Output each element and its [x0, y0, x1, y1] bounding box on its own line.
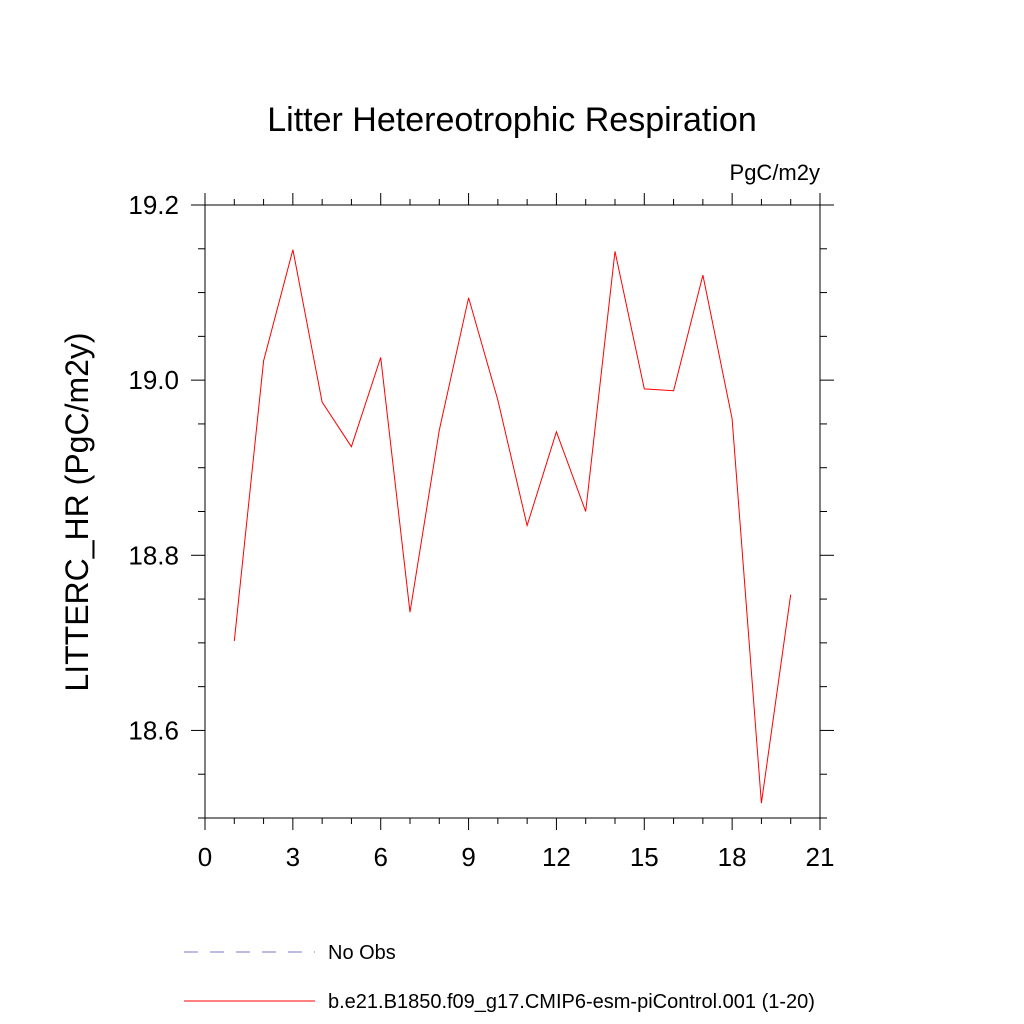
axis-ticks: 0 3 6 9 12 15 18 21 18.6 18.8 19.0 19.2	[128, 190, 834, 872]
units-label: PgC/m2y	[730, 160, 820, 185]
y-tick-label: 19.0	[128, 365, 179, 395]
plot-series	[233, 249, 792, 804]
y-tick-label: 19.2	[128, 190, 179, 220]
legend-label: b.e21.B1850.f09_g17.CMIP6-esm-piControl.…	[328, 991, 815, 1013]
x-tick-label: 12	[542, 842, 571, 872]
chart-title: Litter Hetereotrophic Respiration	[267, 101, 756, 139]
series-line	[233, 249, 792, 804]
x-tick-label: 21	[806, 842, 835, 872]
y-tick-label: 18.6	[128, 715, 179, 745]
x-tick-label: 6	[373, 842, 387, 872]
legend: No Obs b.e21.B1850.f09_g17.CMIP6-esm-piCo…	[184, 942, 815, 1013]
x-tick-label: 3	[286, 842, 300, 872]
x-tick-label: 15	[630, 842, 659, 872]
x-tick-label: 18	[718, 842, 747, 872]
plot-frame	[204, 204, 821, 819]
x-tick-label: 0	[198, 842, 212, 872]
y-tick-label: 18.8	[128, 540, 179, 570]
y-axis-label: LITTERC_HR (PgC/m2y)	[59, 332, 95, 691]
x-tick-label: 9	[461, 842, 475, 872]
legend-label: No Obs	[328, 942, 396, 964]
